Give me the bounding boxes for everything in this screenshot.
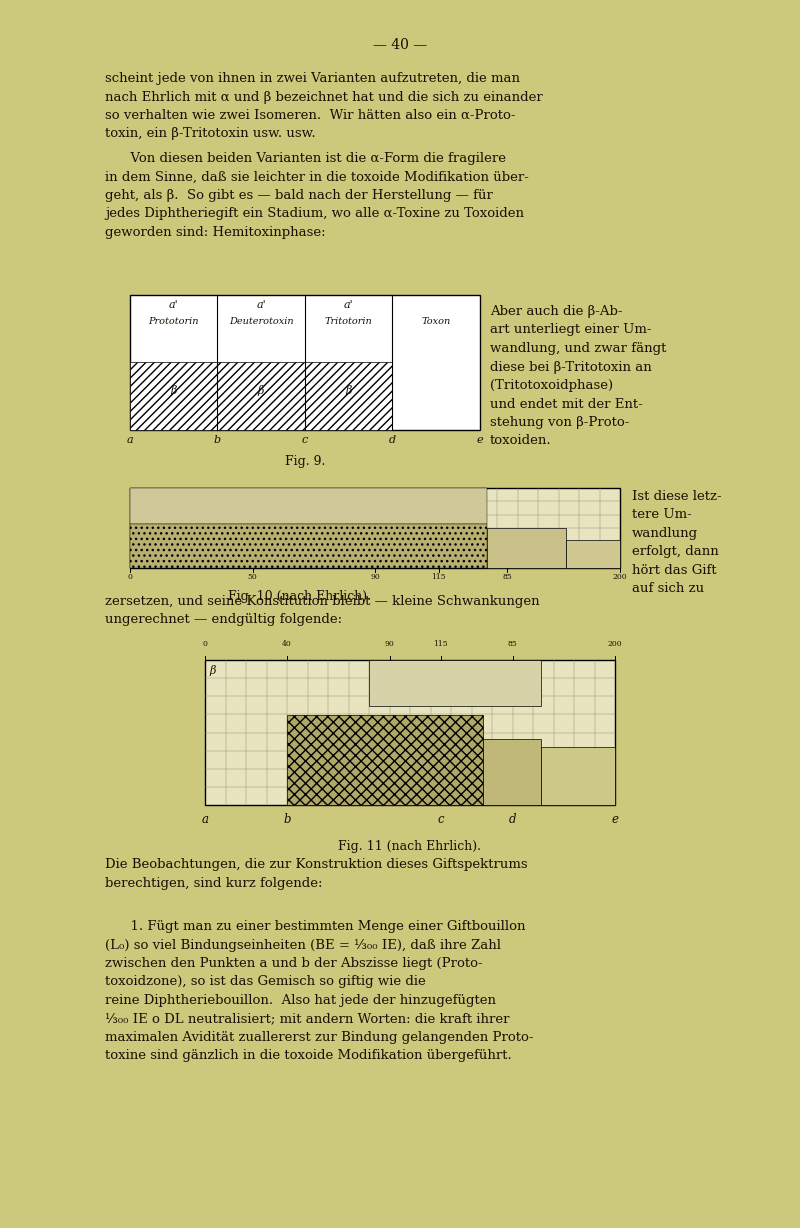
Text: Die Beobachtungen, die zur Konstruktion dieses Giftspektrums
berechtigen, sind k: Die Beobachtungen, die zur Konstruktion … xyxy=(105,858,528,889)
Bar xyxy=(541,747,615,806)
Text: Toxon: Toxon xyxy=(543,749,566,756)
Text: c: c xyxy=(438,813,444,826)
Bar xyxy=(305,362,392,430)
Text: — 40 —: — 40 — xyxy=(373,38,427,52)
Text: β: β xyxy=(346,386,352,397)
Bar xyxy=(130,488,487,524)
Text: Von diesen beiden Varianten ist die α-Form die fragilere
in dem Sinne, daß sie l: Von diesen beiden Varianten ist die α-Fo… xyxy=(105,152,529,239)
Bar xyxy=(483,739,541,806)
Text: 115: 115 xyxy=(434,640,448,648)
Text: zersetzen, und seine Konstitution bleibt — kleine Schwankungen
ungerechnet — end: zersetzen, und seine Konstitution bleibt… xyxy=(105,596,540,626)
Text: Fig. 11 (nach Ehrlich).: Fig. 11 (nach Ehrlich). xyxy=(338,840,482,853)
Text: 85: 85 xyxy=(508,640,518,648)
Text: 85: 85 xyxy=(502,573,512,581)
Text: Ist diese letz-
tere Um-
wandlung
erfolgt, dann
hört das Gift
auf sich zu: Ist diese letz- tere Um- wandlung erfolg… xyxy=(632,490,722,596)
Bar xyxy=(217,362,305,430)
Text: 0: 0 xyxy=(127,573,133,581)
Bar xyxy=(130,488,620,569)
Text: Tritotoxoid: Tritotoxoid xyxy=(490,529,537,537)
Text: Protoxoid: Protoxoid xyxy=(290,718,330,726)
Text: e: e xyxy=(477,435,483,445)
Text: Toxon: Toxon xyxy=(422,317,450,325)
Text: Trito-
toxoid: Trito- toxoid xyxy=(485,742,509,761)
Bar xyxy=(130,362,217,430)
Bar xyxy=(566,540,620,569)
Text: 90: 90 xyxy=(385,640,394,648)
Text: 90: 90 xyxy=(370,573,380,581)
Text: b: b xyxy=(283,813,290,826)
Text: β: β xyxy=(209,666,215,675)
Text: β: β xyxy=(258,386,264,397)
Text: Hemitoxin: Hemitoxin xyxy=(374,666,422,674)
Text: 1. Fügt man zu einer bestimmten Menge einer Giftbouillon
(L₀) so viel Bindungsei: 1. Fügt man zu einer bestimmten Menge ei… xyxy=(105,920,534,1062)
Text: Tritotorin: Tritotorin xyxy=(325,317,372,325)
Text: a': a' xyxy=(169,300,178,309)
Bar xyxy=(369,659,541,706)
Text: a': a' xyxy=(256,300,266,309)
Text: Aber auch die β-Ab-
art unterliegt einer Um-
wandlung, und zwar fängt
diese bei : Aber auch die β-Ab- art unterliegt einer… xyxy=(490,305,666,447)
Bar xyxy=(205,659,615,806)
Text: 200: 200 xyxy=(613,573,627,581)
Text: 40: 40 xyxy=(282,640,292,648)
Text: c: c xyxy=(302,435,308,445)
Bar xyxy=(287,715,483,806)
Text: 115: 115 xyxy=(431,573,446,581)
Text: β: β xyxy=(170,386,177,397)
Bar xyxy=(130,295,480,430)
Text: 200: 200 xyxy=(608,640,622,648)
Text: 0: 0 xyxy=(202,640,207,648)
Text: Prototorin: Prototorin xyxy=(148,317,198,325)
Text: d: d xyxy=(389,435,395,445)
Text: Hämitoxin: Hämitoxin xyxy=(135,492,182,502)
Bar xyxy=(130,524,487,569)
Text: Fig. 10 (nach Ehrlich).: Fig. 10 (nach Ehrlich). xyxy=(229,589,371,603)
Text: Toxon: Toxon xyxy=(569,542,592,549)
Text: Fig. 9.: Fig. 9. xyxy=(285,456,325,468)
Text: b: b xyxy=(214,435,221,445)
Text: a: a xyxy=(202,813,209,826)
Text: a': a' xyxy=(344,300,354,309)
Text: e: e xyxy=(611,813,618,826)
Text: 50: 50 xyxy=(248,573,258,581)
Bar xyxy=(487,528,566,569)
Text: Deuterotoxin: Deuterotoxin xyxy=(229,317,294,325)
Text: d: d xyxy=(509,813,516,826)
Text: scheint jede von ihnen in zwei Varianten aufzutreten, die man
nach Ehrlich mit α: scheint jede von ihnen in zwei Varianten… xyxy=(105,72,542,140)
Text: a: a xyxy=(126,435,134,445)
